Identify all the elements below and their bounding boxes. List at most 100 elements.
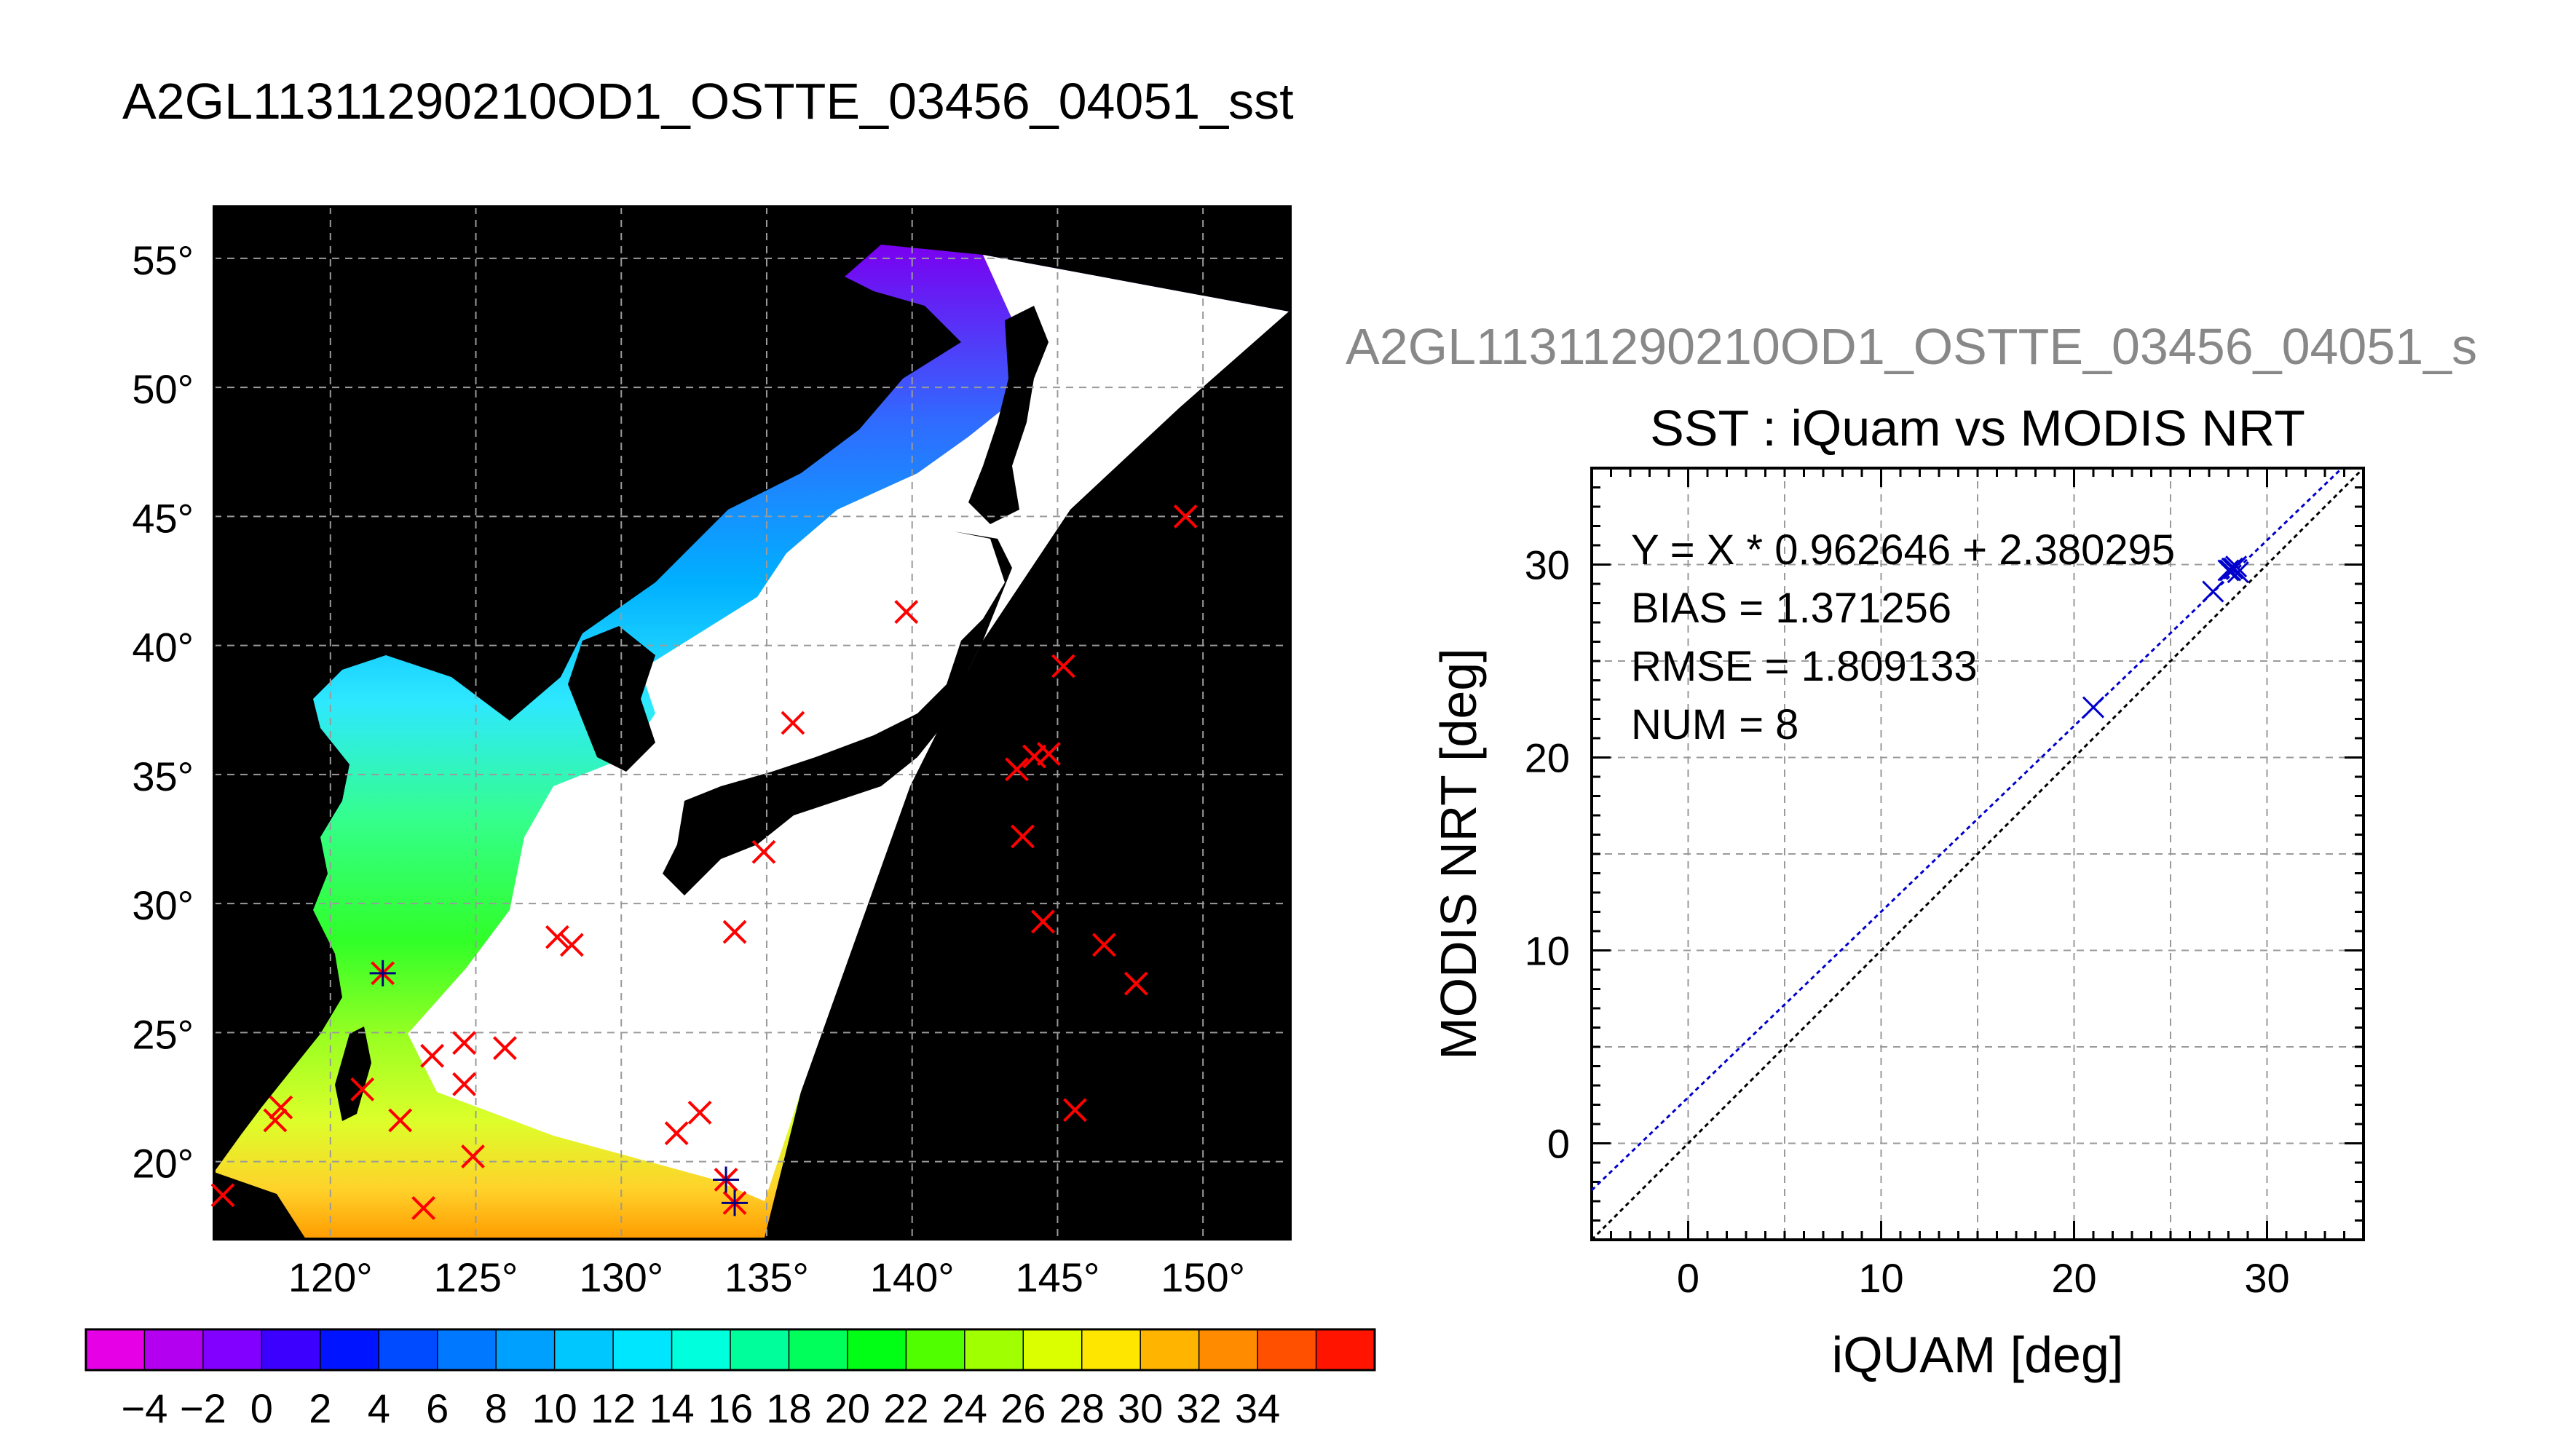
- lat-tick-label: 50°: [132, 366, 194, 412]
- matchup-marker: [722, 1190, 749, 1216]
- iquam-marker: [493, 1036, 517, 1061]
- map-markers: [210, 504, 1198, 1220]
- one-to-one-line: [1590, 467, 2365, 1241]
- colorbar: −4 −2 0 2 4 6 8 10 12 14 16 18 20 22 24 26 28 30 32 34: [84, 1328, 1376, 1431]
- colorbar-tick-labels: −4 −2 0 2 4 6 8 10 12 14 16 18 20 22 24 26 28 30 32 34: [122, 1385, 1281, 1431]
- iquam-marker: [1173, 504, 1198, 529]
- iquam-marker: [894, 600, 919, 624]
- land-japan: [663, 531, 1012, 895]
- colorbar-cell: [320, 1329, 379, 1370]
- colorbar-cell: [671, 1329, 731, 1370]
- iquam-marker: [461, 1144, 485, 1168]
- scatter-ytick-label: 10: [1525, 928, 1570, 974]
- scatter-ytick-label: 30: [1525, 542, 1570, 588]
- colorbar-tick-label: 18: [766, 1385, 811, 1431]
- map-frame: [213, 205, 1292, 1241]
- colorbar-cell: [202, 1329, 262, 1370]
- land-korea: [568, 626, 655, 772]
- scatter-point: [2217, 559, 2240, 582]
- iquam-marker: [452, 1031, 476, 1055]
- iquam-marker: [1051, 654, 1075, 678]
- scatter-xtick-label: 20: [2051, 1255, 2096, 1301]
- colorbar-cell: [1198, 1329, 1258, 1370]
- iquam-marker: [1091, 933, 1116, 957]
- iquam-marker: [781, 711, 805, 735]
- lon-tick-label: 140°: [870, 1254, 955, 1300]
- iquam-marker: [350, 1077, 375, 1101]
- lat-tick-label: 55°: [132, 237, 194, 283]
- lat-tick-label: 20°: [132, 1141, 194, 1187]
- colorbar-tick-label: 8: [485, 1385, 508, 1431]
- colorbar-tick-label: 0: [250, 1385, 273, 1431]
- colorbar-cell: [613, 1329, 673, 1370]
- iquam-marker: [210, 1183, 235, 1208]
- lat-tick-label: 25°: [132, 1011, 194, 1057]
- scatter-stat-line: BIAS = 1.371256: [1631, 585, 1951, 632]
- iquam-marker: [1022, 744, 1046, 769]
- colorbar-cells: [86, 1329, 1375, 1370]
- colorbar-cell: [437, 1329, 497, 1370]
- iquam-marker: [1037, 742, 1061, 766]
- colorbar-cell: [86, 1329, 145, 1370]
- iquam-marker: [411, 1196, 436, 1220]
- land-hokkaido-sakhalin: [968, 306, 1049, 524]
- scatter-xtick-label: 0: [1677, 1255, 1699, 1301]
- colorbar-cell: [1257, 1329, 1317, 1370]
- matchup-marker: [369, 960, 396, 986]
- scatter-xlabel: iQUAM [deg]: [1832, 1326, 2124, 1383]
- colorbar-tick-label: 4: [368, 1385, 390, 1431]
- colorbar-cell: [379, 1329, 438, 1370]
- colorbar-cell: [1081, 1329, 1141, 1370]
- cloud-mask: [408, 255, 1289, 1201]
- colorbar-tick-label: 30: [1118, 1385, 1163, 1431]
- colorbar-cell: [261, 1329, 321, 1370]
- scatter-title: SST : iQuam vs MODIS NRT: [1650, 400, 2305, 456]
- iquam-marker: [545, 925, 569, 949]
- lon-tick-label: 145°: [1016, 1254, 1100, 1300]
- colorbar-cell: [847, 1329, 907, 1370]
- scatter-xtick-label: 10: [1858, 1255, 1903, 1301]
- colorbar-tick-label: 12: [591, 1385, 636, 1431]
- lon-tick-label: 130°: [579, 1254, 663, 1300]
- scatter-ticks: 0 10 20 30 0 10 20 30: [1525, 467, 2365, 1301]
- colorbar-tick-label: 34: [1235, 1385, 1280, 1431]
- fit-line: [1590, 467, 2343, 1192]
- lon-tick-label: 125°: [434, 1254, 518, 1300]
- main-title: A2GL11311290210OD1_OSTTE_03456_04051_sst: [122, 73, 1294, 130]
- iquam-marker: [1062, 1098, 1087, 1123]
- scatter-points: [2082, 555, 2249, 719]
- lon-tick-label: 150°: [1161, 1254, 1245, 1300]
- lon-tick-label: 135°: [724, 1254, 809, 1300]
- lat-tick-label: 45°: [132, 495, 194, 541]
- scatter-point: [2225, 555, 2248, 578]
- colorbar-tick-label: 24: [942, 1385, 987, 1431]
- iquam-marker: [1031, 909, 1055, 934]
- colorbar-tick-label: 22: [883, 1385, 928, 1431]
- colorbar-tick-label: 16: [708, 1385, 753, 1431]
- scatter-stat-line: RMSE = 1.809133: [1631, 643, 1978, 690]
- iquam-marker: [559, 933, 584, 957]
- colorbar-cell: [964, 1329, 1024, 1370]
- scatter-xtick-label: 30: [2244, 1255, 2289, 1301]
- colorbar-tick-label: −2: [180, 1385, 226, 1431]
- colorbar-tick-label: 26: [1000, 1385, 1046, 1431]
- iquam-marker: [420, 1043, 445, 1068]
- colorbar-tick-label: 6: [426, 1385, 449, 1431]
- scatter-ylabel: MODIS NRT [deg]: [1430, 648, 1487, 1059]
- colorbar-tick-label: 10: [532, 1385, 577, 1431]
- scatter-point: [2227, 561, 2249, 584]
- colorbar-frame: [84, 1328, 1376, 1372]
- colorbar-cell: [730, 1329, 789, 1370]
- colorbar-tick-label: 14: [649, 1385, 694, 1431]
- iquam-marker: [263, 1108, 288, 1133]
- colorbar-cell: [554, 1329, 614, 1370]
- colorbar-cell: [144, 1329, 204, 1370]
- colorbar-cell: [1023, 1329, 1083, 1370]
- land-taiwan: [335, 1026, 371, 1121]
- colorbar-cell: [1316, 1329, 1375, 1370]
- lat-tick-label: 40°: [132, 625, 194, 670]
- iquam-marker: [452, 1072, 476, 1096]
- scatter-stat-line: NUM = 8: [1631, 701, 1798, 748]
- iquam-marker: [751, 839, 776, 864]
